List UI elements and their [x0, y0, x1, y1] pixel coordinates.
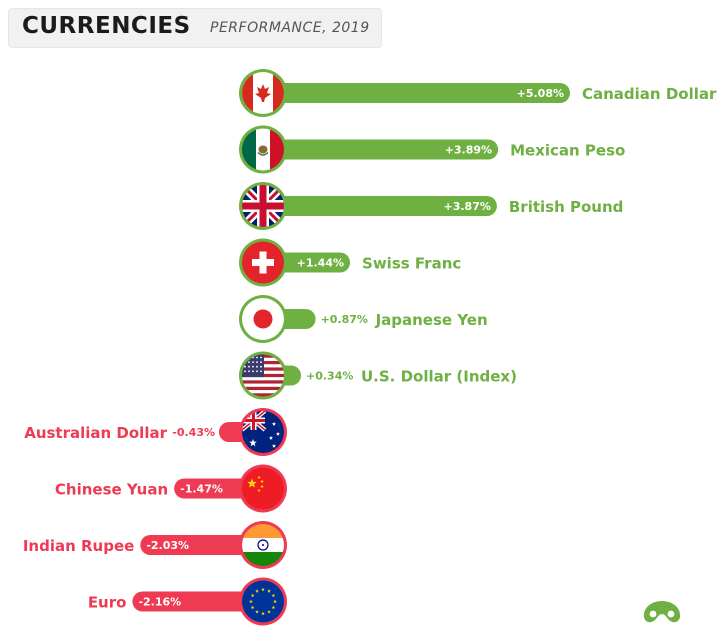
- chart-subtitle: PERFORMANCE, 2019: [210, 20, 370, 36]
- japan-flag-icon: [239, 295, 287, 343]
- bar: [263, 83, 570, 103]
- bar-row: +5.08% Canadian Dollar: [239, 69, 717, 117]
- bar: [132, 591, 263, 612]
- value-label: +3.89%: [445, 144, 492, 157]
- bar-row: -2.03% Indian Rupee: [23, 521, 287, 569]
- value-label: -2.03%: [146, 539, 189, 552]
- category-label: Swiss Franc: [362, 255, 461, 273]
- value-label: -1.47%: [180, 483, 223, 496]
- bar-row: +0.87% Japanese Yen: [239, 295, 488, 343]
- visual-capitalist-logo-icon: [643, 601, 681, 623]
- mexico-flag-icon: [239, 125, 287, 174]
- header-box: [8, 8, 382, 48]
- category-label: Mexican Peso: [510, 142, 625, 160]
- australia-flag-icon: [239, 408, 287, 456]
- bar-row: -2.16% Euro: [88, 577, 287, 626]
- canada-flag-icon: [239, 69, 287, 117]
- category-label: Chinese Yuan: [55, 481, 168, 499]
- value-label: -2.16%: [138, 596, 181, 609]
- bar-row: -0.43% Australian Dollar: [24, 408, 287, 456]
- category-label: U.S. Dollar (Index): [361, 368, 517, 386]
- chart-title: CURRENCIES: [22, 13, 191, 39]
- china-flag-icon: [239, 464, 287, 513]
- value-label: +5.08%: [517, 87, 564, 100]
- category-label: Australian Dollar: [24, 424, 167, 442]
- category-label: Euro: [88, 594, 127, 612]
- value-label: +1.44%: [297, 257, 344, 270]
- category-label: Canadian Dollar: [582, 85, 717, 103]
- bar-row: +1.44% Swiss Franc: [239, 238, 461, 287]
- bar-row: -1.47% Chinese Yuan: [55, 464, 287, 513]
- value-label: +3.87%: [443, 200, 490, 213]
- usa-flag-icon: [239, 351, 287, 400]
- value-label: +0.87%: [321, 313, 368, 326]
- value-label: -0.43%: [172, 426, 215, 439]
- category-label: Japanese Yen: [375, 311, 488, 329]
- india-flag-icon: [239, 521, 287, 569]
- bar: [263, 196, 497, 216]
- bar: [140, 535, 263, 555]
- eu-flag-icon: [239, 577, 287, 626]
- category-label: Indian Rupee: [23, 537, 134, 555]
- category-label: British Pound: [509, 198, 624, 216]
- value-label: +0.34%: [306, 370, 353, 383]
- bar: [263, 139, 499, 160]
- bar-row: +0.34% U.S. Dollar (Index): [239, 351, 517, 400]
- bar-row: +3.89% Mexican Peso: [239, 125, 625, 174]
- switzerland-flag-icon: [239, 238, 287, 287]
- uk-flag-icon: [239, 182, 287, 230]
- bar-row: +3.87% British Pound: [239, 182, 623, 230]
